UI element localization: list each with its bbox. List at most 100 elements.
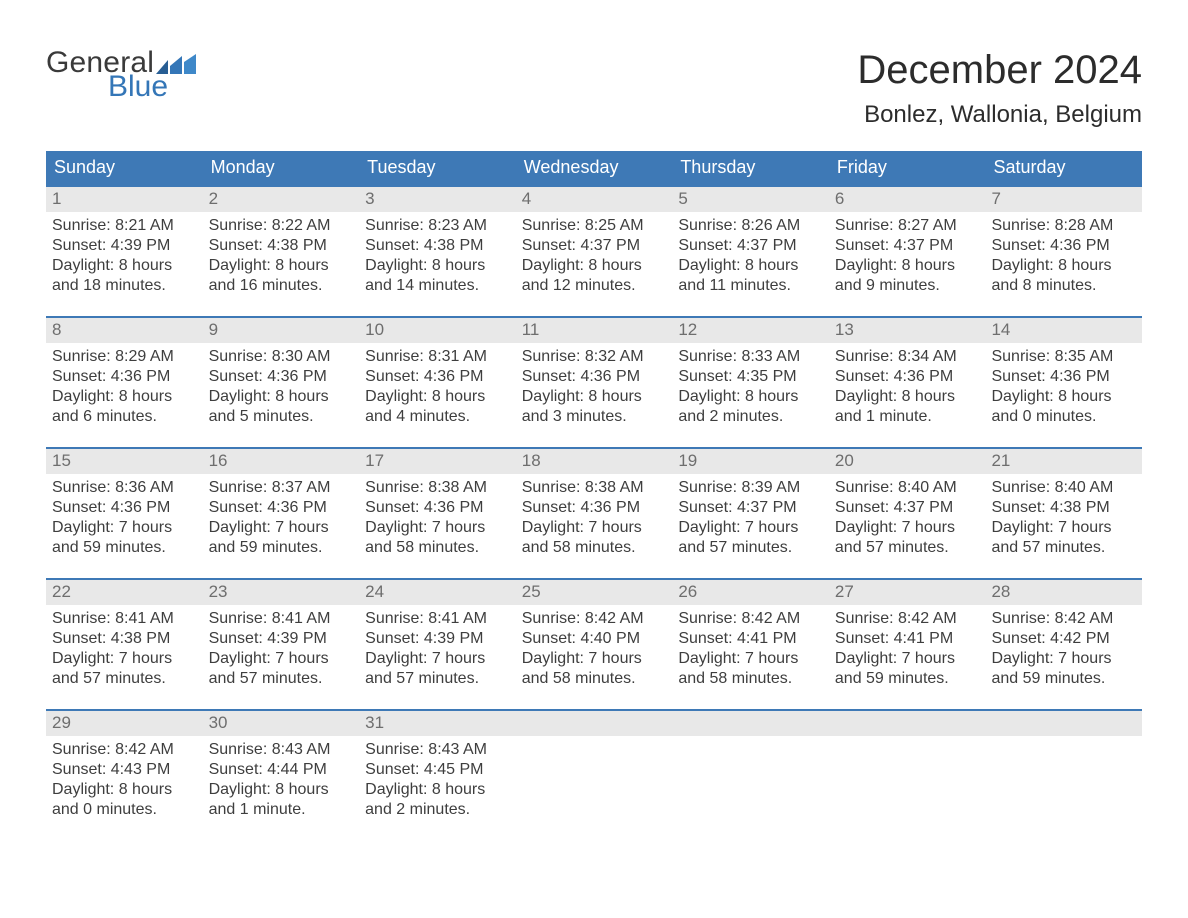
calendar-day: 9Sunrise: 8:30 AMSunset: 4:36 PMDaylight… <box>203 318 360 429</box>
calendar-day <box>829 711 986 822</box>
daylight-line-2: and 6 minutes. <box>52 407 197 427</box>
day-number: 26 <box>672 580 829 605</box>
daylight-line-1: Daylight: 7 hours <box>522 518 667 538</box>
calendar-day: 6Sunrise: 8:27 AMSunset: 4:37 PMDaylight… <box>829 187 986 298</box>
sunrise-line: Sunrise: 8:39 AM <box>678 478 823 498</box>
calendar-day: 8Sunrise: 8:29 AMSunset: 4:36 PMDaylight… <box>46 318 203 429</box>
sunrise-line: Sunrise: 8:31 AM <box>365 347 510 367</box>
daylight-line-2: and 58 minutes. <box>678 669 823 689</box>
calendar-day: 2Sunrise: 8:22 AMSunset: 4:38 PMDaylight… <box>203 187 360 298</box>
sunset-line: Sunset: 4:37 PM <box>678 498 823 518</box>
day-body: Sunrise: 8:25 AMSunset: 4:37 PMDaylight:… <box>516 212 673 298</box>
dow-tuesday: Tuesday <box>359 151 516 185</box>
day-body: Sunrise: 8:42 AMSunset: 4:43 PMDaylight:… <box>46 736 203 822</box>
day-number <box>829 711 986 736</box>
daylight-line-2: and 14 minutes. <box>365 276 510 296</box>
day-number: 8 <box>46 318 203 343</box>
sunrise-line: Sunrise: 8:23 AM <box>365 216 510 236</box>
day-number: 10 <box>359 318 516 343</box>
daylight-line-1: Daylight: 8 hours <box>678 256 823 276</box>
sunrise-line: Sunrise: 8:28 AM <box>991 216 1136 236</box>
calendar-day: 12Sunrise: 8:33 AMSunset: 4:35 PMDayligh… <box>672 318 829 429</box>
day-number <box>985 711 1142 736</box>
sunrise-line: Sunrise: 8:43 AM <box>365 740 510 760</box>
day-body: Sunrise: 8:43 AMSunset: 4:44 PMDaylight:… <box>203 736 360 822</box>
sunrise-line: Sunrise: 8:43 AM <box>209 740 354 760</box>
sunset-line: Sunset: 4:36 PM <box>365 498 510 518</box>
sunrise-line: Sunrise: 8:40 AM <box>991 478 1136 498</box>
daylight-line-1: Daylight: 7 hours <box>365 649 510 669</box>
daylight-line-2: and 59 minutes. <box>991 669 1136 689</box>
day-number: 21 <box>985 449 1142 474</box>
sunset-line: Sunset: 4:44 PM <box>209 760 354 780</box>
week-row: 15Sunrise: 8:36 AMSunset: 4:36 PMDayligh… <box>46 447 1142 560</box>
day-body: Sunrise: 8:41 AMSunset: 4:39 PMDaylight:… <box>359 605 516 691</box>
day-number: 28 <box>985 580 1142 605</box>
day-body: Sunrise: 8:23 AMSunset: 4:38 PMDaylight:… <box>359 212 516 298</box>
sunrise-line: Sunrise: 8:38 AM <box>365 478 510 498</box>
calendar-day: 23Sunrise: 8:41 AMSunset: 4:39 PMDayligh… <box>203 580 360 691</box>
calendar-day: 28Sunrise: 8:42 AMSunset: 4:42 PMDayligh… <box>985 580 1142 691</box>
sunset-line: Sunset: 4:36 PM <box>991 367 1136 387</box>
day-body: Sunrise: 8:41 AMSunset: 4:38 PMDaylight:… <box>46 605 203 691</box>
generalblue-logo: General Blue <box>46 48 196 102</box>
daylight-line-1: Daylight: 7 hours <box>52 649 197 669</box>
day-body: Sunrise: 8:28 AMSunset: 4:36 PMDaylight:… <box>985 212 1142 298</box>
sunrise-line: Sunrise: 8:27 AM <box>835 216 980 236</box>
sunset-line: Sunset: 4:39 PM <box>209 629 354 649</box>
sunset-line: Sunset: 4:37 PM <box>522 236 667 256</box>
day-number: 12 <box>672 318 829 343</box>
sunset-line: Sunset: 4:37 PM <box>835 498 980 518</box>
daylight-line-2: and 5 minutes. <box>209 407 354 427</box>
sunset-line: Sunset: 4:38 PM <box>209 236 354 256</box>
daylight-line-1: Daylight: 7 hours <box>209 518 354 538</box>
sunset-line: Sunset: 4:36 PM <box>522 498 667 518</box>
sunrise-line: Sunrise: 8:35 AM <box>991 347 1136 367</box>
daylight-line-1: Daylight: 8 hours <box>209 387 354 407</box>
calendar-day: 5Sunrise: 8:26 AMSunset: 4:37 PMDaylight… <box>672 187 829 298</box>
daylight-line-2: and 58 minutes. <box>522 669 667 689</box>
daylight-line-2: and 57 minutes. <box>365 669 510 689</box>
daylight-line-2: and 0 minutes. <box>52 800 197 820</box>
day-body: Sunrise: 8:26 AMSunset: 4:37 PMDaylight:… <box>672 212 829 298</box>
day-body: Sunrise: 8:40 AMSunset: 4:37 PMDaylight:… <box>829 474 986 560</box>
day-number: 6 <box>829 187 986 212</box>
logo-word-blue: Blue <box>108 72 168 102</box>
day-number: 31 <box>359 711 516 736</box>
daylight-line-1: Daylight: 8 hours <box>52 780 197 800</box>
day-number: 18 <box>516 449 673 474</box>
dow-wednesday: Wednesday <box>516 151 673 185</box>
day-body: Sunrise: 8:22 AMSunset: 4:38 PMDaylight:… <box>203 212 360 298</box>
daylight-line-2: and 2 minutes. <box>678 407 823 427</box>
day-number <box>672 711 829 736</box>
calendar-day <box>516 711 673 822</box>
day-body: Sunrise: 8:39 AMSunset: 4:37 PMDaylight:… <box>672 474 829 560</box>
sunrise-line: Sunrise: 8:30 AM <box>209 347 354 367</box>
calendar-day: 1Sunrise: 8:21 AMSunset: 4:39 PMDaylight… <box>46 187 203 298</box>
calendar-day: 20Sunrise: 8:40 AMSunset: 4:37 PMDayligh… <box>829 449 986 560</box>
day-body: Sunrise: 8:43 AMSunset: 4:45 PMDaylight:… <box>359 736 516 822</box>
sunrise-line: Sunrise: 8:33 AM <box>678 347 823 367</box>
sunset-line: Sunset: 4:37 PM <box>835 236 980 256</box>
daylight-line-1: Daylight: 8 hours <box>678 387 823 407</box>
sunrise-line: Sunrise: 8:37 AM <box>209 478 354 498</box>
day-number: 29 <box>46 711 203 736</box>
calendar-day: 22Sunrise: 8:41 AMSunset: 4:38 PMDayligh… <box>46 580 203 691</box>
day-body: Sunrise: 8:29 AMSunset: 4:36 PMDaylight:… <box>46 343 203 429</box>
calendar-day: 21Sunrise: 8:40 AMSunset: 4:38 PMDayligh… <box>985 449 1142 560</box>
sunrise-line: Sunrise: 8:25 AM <box>522 216 667 236</box>
sunset-line: Sunset: 4:36 PM <box>991 236 1136 256</box>
daylight-line-1: Daylight: 8 hours <box>835 387 980 407</box>
daylight-line-1: Daylight: 7 hours <box>209 649 354 669</box>
daylight-line-1: Daylight: 7 hours <box>678 518 823 538</box>
calendar-day <box>672 711 829 822</box>
daylight-line-1: Daylight: 8 hours <box>522 387 667 407</box>
day-body: Sunrise: 8:42 AMSunset: 4:41 PMDaylight:… <box>829 605 986 691</box>
sunrise-line: Sunrise: 8:40 AM <box>835 478 980 498</box>
calendar-day: 18Sunrise: 8:38 AMSunset: 4:36 PMDayligh… <box>516 449 673 560</box>
calendar-day: 14Sunrise: 8:35 AMSunset: 4:36 PMDayligh… <box>985 318 1142 429</box>
day-number: 2 <box>203 187 360 212</box>
calendar-day <box>985 711 1142 822</box>
day-body: Sunrise: 8:42 AMSunset: 4:42 PMDaylight:… <box>985 605 1142 691</box>
calendar: SundayMondayTuesdayWednesdayThursdayFrid… <box>46 151 1142 822</box>
